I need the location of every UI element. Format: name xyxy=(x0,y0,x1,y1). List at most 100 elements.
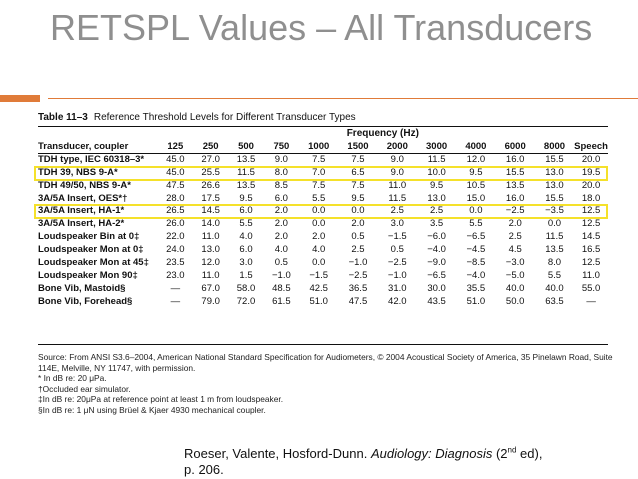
table-cell: 13.0 xyxy=(201,244,220,256)
table-cell: 13.5 xyxy=(505,179,525,191)
table-cell: 11.0 xyxy=(201,269,220,281)
table-cell: 6.5 xyxy=(351,166,365,178)
table-cell: 48.5 xyxy=(272,282,291,294)
table-cell: 17.5 xyxy=(201,192,220,204)
table-cell: 0.5 xyxy=(351,231,365,243)
table-cell: 50.0 xyxy=(505,295,525,307)
table-row: Loudspeaker Mon at 45‡ 23.5 12.0 3.0 0.5 0.0 −… xyxy=(38,257,608,270)
table-cell: 55.0 xyxy=(581,282,601,294)
table-cell: 4.5 xyxy=(508,244,522,256)
table-row: Loudspeaker Bin at 0‡ 22.0 11.0 4.0 2.0 2.0 0.… xyxy=(38,231,608,244)
table-cell: −4.5 xyxy=(466,244,486,256)
table-cell: 8.0 xyxy=(274,166,288,178)
table-cell: 7.0 xyxy=(312,166,326,178)
table-cell: 10.5 xyxy=(466,179,486,191)
table-cell: −3.0 xyxy=(505,257,525,269)
table-cell: 14.5 xyxy=(581,231,601,243)
column-header: 500 xyxy=(238,140,254,152)
table-cell: 0.5 xyxy=(274,257,288,269)
table-cell: 11.5 xyxy=(388,192,407,204)
source-note: Source: From ANSI S3.6–2004, American Na… xyxy=(38,352,613,373)
column-header: 2000 xyxy=(386,140,408,152)
table-cell: 16.5 xyxy=(581,244,601,256)
table-cell: 3.0 xyxy=(390,218,404,230)
citation: Roeser, Valente, Hosford-Dunn. Audiology… xyxy=(184,446,634,478)
row-label: Loudspeaker Mon 90‡ xyxy=(38,269,138,281)
table-cell: 26.5 xyxy=(166,205,185,217)
table-cell: 0.0 xyxy=(312,257,326,269)
table-cell: 12.5 xyxy=(581,205,601,217)
column-header: 250 xyxy=(202,140,219,152)
table-body: TDH type, IEC 60318–3* 45.0 27.0 13.5 9.0 7.5… xyxy=(38,154,608,309)
table-cell: −6.5 xyxy=(466,231,486,243)
table-cell: 61.5 xyxy=(272,295,291,307)
table-cell: 2.5 xyxy=(429,205,444,217)
table-cell: 2.5 xyxy=(390,205,404,217)
table-cell: 47.5 xyxy=(166,179,185,191)
table-cell: 67.0 xyxy=(201,282,220,294)
table-cell: 13.0 xyxy=(427,192,446,204)
column-header: Speech xyxy=(574,140,608,152)
table-cell: 15.5 xyxy=(505,166,525,178)
table-cell: 2.0 xyxy=(274,231,288,243)
table-cell: — xyxy=(586,295,596,307)
table-label: Table 11–3 xyxy=(38,112,88,123)
table-cell: 45.0 xyxy=(166,166,185,178)
table-cell: 11.5 xyxy=(427,153,446,165)
table-caption-text: Reference Threshold Levels for Different… xyxy=(93,112,356,123)
row-label: Loudspeaker Mon at 45‡ xyxy=(38,257,149,269)
citation-book: Audiology: Diagnosis xyxy=(370,446,493,461)
table-cell: 2.0 xyxy=(508,218,522,230)
table-cell: −2.5 xyxy=(387,257,407,269)
row-label: TDH type, IEC 60318–3* xyxy=(38,153,145,165)
table-cell: −2.5 xyxy=(348,269,368,281)
table-cell: 0.0 xyxy=(469,205,483,217)
table-cell: 28.0 xyxy=(166,192,185,204)
footnote: ‡In dB re: 20μPa at reference point at l… xyxy=(38,394,284,405)
table-cell: 31.0 xyxy=(388,282,407,294)
title-divider-line xyxy=(48,98,638,99)
table-cell: −9.0 xyxy=(427,257,446,269)
table-cell: 9.5 xyxy=(429,179,444,191)
table-cell: 15.5 xyxy=(545,153,564,165)
table-cell: 45.0 xyxy=(166,153,185,165)
table-caption: Table 11–3 Reference Threshold Levels for… xyxy=(38,112,356,123)
table-cell: 16.0 xyxy=(505,153,525,165)
citation-authors: Roeser, Valente, Hosford-Dunn. xyxy=(184,446,368,461)
table-cell: 9.5 xyxy=(469,166,483,178)
table-cell: 11.5 xyxy=(545,231,564,243)
table-cell: 12.0 xyxy=(201,257,220,269)
table-cell: — xyxy=(170,282,181,294)
table-cell: 2.5 xyxy=(508,231,522,243)
table-cell: 19.5 xyxy=(581,166,601,178)
column-header: 125 xyxy=(167,140,184,152)
table-row: TDH 49/50, NBS 9-A* 47.5 26.6 13.5 8.5 7.5 7.5… xyxy=(38,180,608,193)
table-cell: 40.0 xyxy=(505,282,525,294)
table-row: 3A/5A Insert, OES*† 28.0 17.5 9.5 6.0 5.5 9.5 1… xyxy=(38,193,608,206)
title-accent-bar xyxy=(0,95,40,102)
table-cell: 5.5 xyxy=(239,218,253,230)
table-notes: Source: From ANSI S3.6–2004, American Na… xyxy=(38,352,618,416)
table-bottom-rule xyxy=(38,344,608,345)
citation-page: p. 206. xyxy=(184,462,224,477)
table-cell: 51.0 xyxy=(309,295,328,307)
table-cell: 2.0 xyxy=(274,218,288,230)
table-cell: 24.0 xyxy=(166,244,185,256)
table-cell: 5.5 xyxy=(312,192,326,204)
table-cell: −6.5 xyxy=(427,269,446,281)
table-cell: 16.0 xyxy=(505,192,525,204)
table-cell: 3.5 xyxy=(429,218,444,230)
citation-edition-close: ed), xyxy=(516,446,543,461)
table-cell: 58.0 xyxy=(236,282,256,294)
row-label: Bone Vib, Mastoid§ xyxy=(38,282,126,294)
column-header: 3000 xyxy=(426,140,448,152)
highlight-box-insert-ha1 xyxy=(34,204,608,219)
table-cell: 9.0 xyxy=(390,166,404,178)
table-row: Loudspeaker Mon 90‡ 23.0 11.0 1.5 −1.0 −1.5 −2… xyxy=(38,270,608,283)
row-label: 3A/5A Insert, HA-2* xyxy=(38,218,125,230)
table-cell: −1.0 xyxy=(348,257,368,269)
table-cell: 0.0 xyxy=(312,218,326,230)
row-label: 3A/5A Insert, HA-1* xyxy=(38,205,125,217)
table-cell: 11.0 xyxy=(388,179,407,191)
table-cell: −8.5 xyxy=(466,257,486,269)
